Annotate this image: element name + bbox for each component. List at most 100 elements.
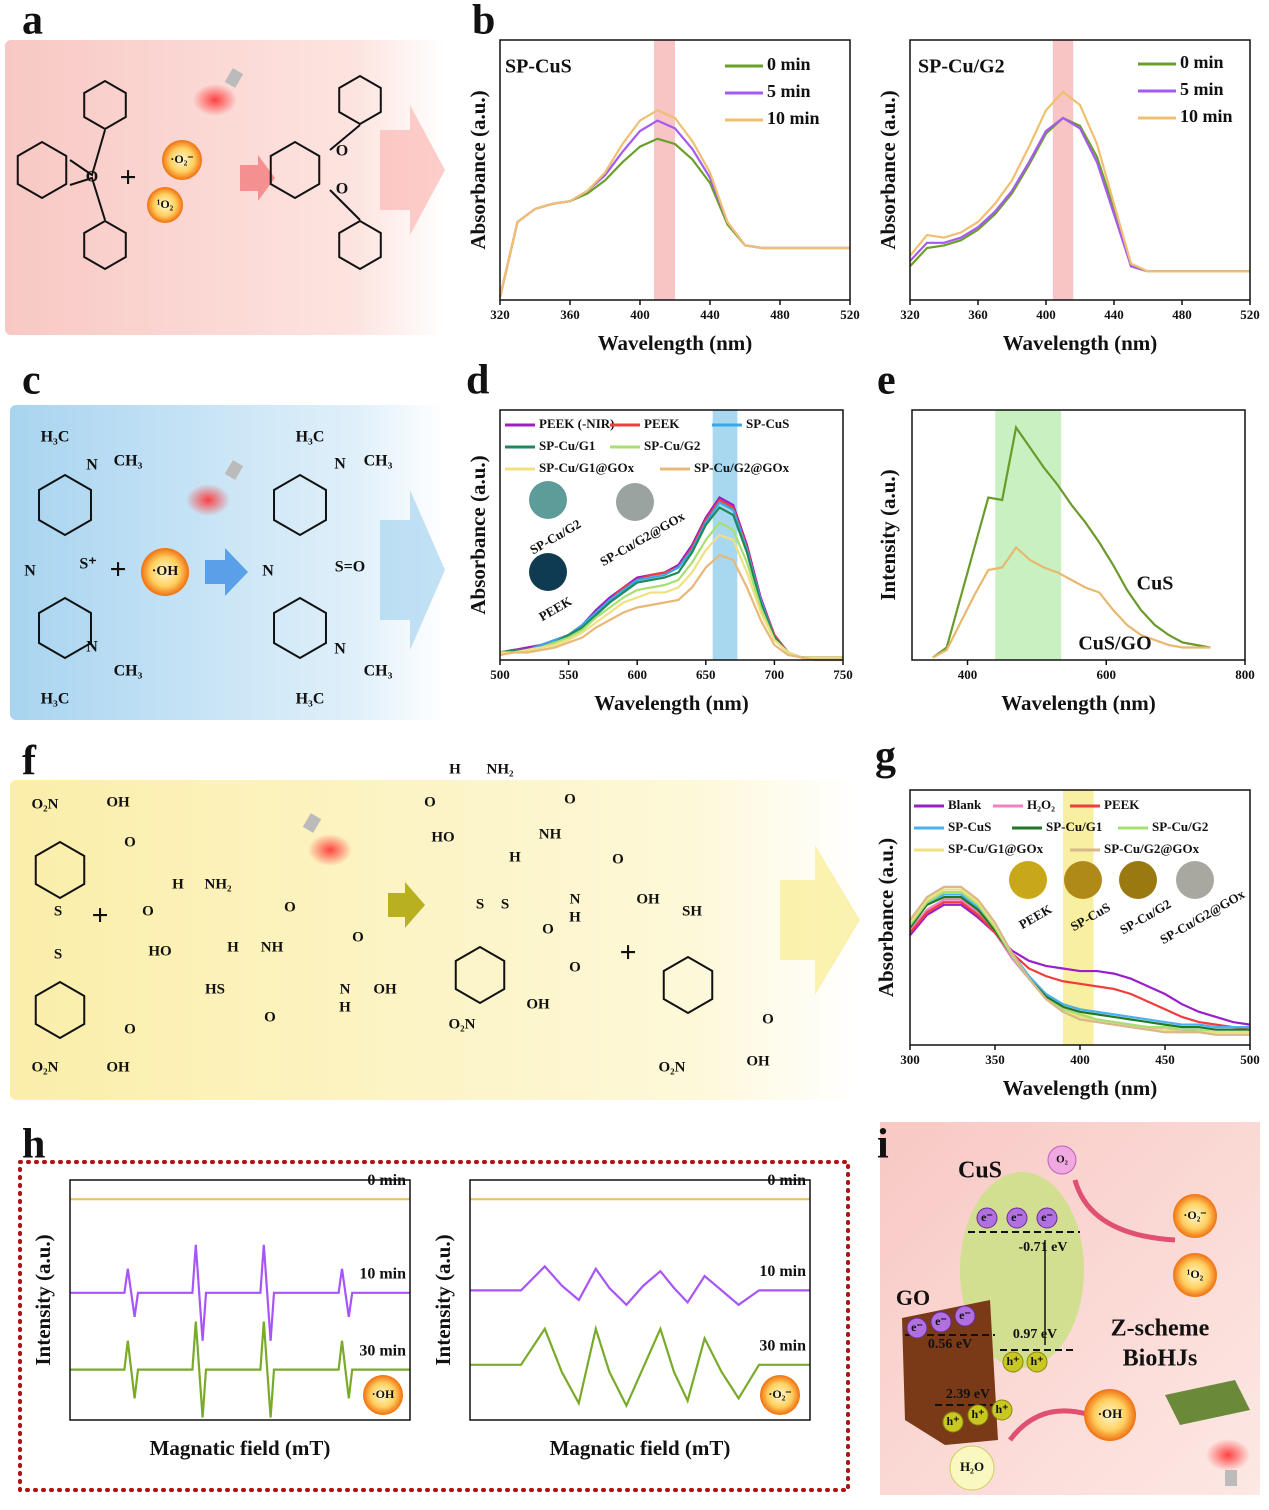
scheme-text: O₂ <box>1056 1154 1069 1166</box>
scheme-text: O <box>424 794 436 810</box>
x-tick-label: 600 <box>1097 667 1117 682</box>
fire <box>1173 1253 1217 1297</box>
scheme-text: OH <box>106 1059 130 1075</box>
inset-disc <box>1119 861 1157 899</box>
bond <box>69 176 106 221</box>
series-line <box>909 901 1251 1031</box>
axes-box <box>69 1179 411 1421</box>
inset-disc <box>529 553 567 591</box>
ring <box>662 955 714 1015</box>
series-line <box>70 1321 410 1418</box>
x-tick-label: 400 <box>958 667 978 682</box>
scheme-text: H <box>569 909 581 925</box>
scheme-text: H₃C <box>296 691 325 708</box>
panel-label: i <box>877 1122 889 1168</box>
scheme-text: O <box>569 959 581 975</box>
scheme-text: H₃C <box>296 429 325 446</box>
panel-label: h <box>22 1122 45 1168</box>
scheme-text: ¹O₂ <box>157 197 174 211</box>
axes-box <box>911 409 1246 661</box>
scheme-text: OH <box>636 891 660 907</box>
scheme-text: NH₂ <box>205 876 233 892</box>
x-tick-label: 480 <box>770 307 790 322</box>
ring <box>338 219 382 271</box>
legend-label: SP-Cu/G1 <box>1046 819 1102 834</box>
scheme-text: + <box>91 899 108 932</box>
scheme-text: O <box>86 169 98 186</box>
ring <box>16 140 68 200</box>
scheme-text: H <box>339 999 351 1015</box>
scheme-text: N <box>86 639 98 656</box>
x-tick-label: 400 <box>1036 307 1056 322</box>
arrow <box>240 155 275 201</box>
scheme-text: ·O₂⁻ <box>170 152 193 166</box>
electron <box>1006 1207 1028 1229</box>
scheme-text: H <box>172 876 184 892</box>
lamp <box>1225 1470 1237 1486</box>
fire <box>363 1375 403 1415</box>
legend-label: SP-Cu/G1@GOx <box>539 460 635 475</box>
scheme-text: OH <box>106 794 130 810</box>
scheme-text: S⁺ <box>79 556 96 573</box>
scheme-text: e⁻ <box>1011 1210 1023 1224</box>
panel-label: g <box>875 734 896 780</box>
fire <box>162 140 202 180</box>
series-line <box>909 890 1250 1034</box>
electron <box>1036 1207 1058 1229</box>
bond <box>69 129 106 177</box>
scheme-text: 0.56 eV <box>928 1337 972 1352</box>
scheme-text: H <box>509 849 521 865</box>
fire <box>1084 1389 1136 1441</box>
scheme-text: + <box>119 161 136 194</box>
series-line <box>470 1264 810 1307</box>
x-tick-label: 700 <box>765 667 785 682</box>
scheme-text: S=O <box>335 559 365 576</box>
x-tick-label: 450 <box>1155 1052 1175 1067</box>
arrow <box>388 882 425 928</box>
scheme-text: + <box>619 936 636 969</box>
scheme-text: O <box>336 181 348 198</box>
scheme-text: H <box>449 761 461 777</box>
x-tick-label: 350 <box>985 1052 1005 1067</box>
legend-label: 0 min <box>767 54 811 74</box>
hole <box>991 1399 1013 1421</box>
scheme-text: N <box>262 563 274 580</box>
scheme-text: e⁻ <box>981 1210 993 1224</box>
scheme-text: N <box>340 981 351 997</box>
panel-h-border <box>18 1160 850 1492</box>
scheme-text: SH <box>682 903 702 919</box>
legend-label: 10 min <box>1180 106 1233 126</box>
scheme-text: CH₃ <box>114 663 143 680</box>
scheme-text: O <box>124 834 136 850</box>
x-tick-label: 520 <box>1240 307 1260 322</box>
legend-label: PEEK <box>1104 797 1140 812</box>
scheme-text: ·OH <box>152 564 179 579</box>
scheme-text: O <box>142 903 154 919</box>
series-line <box>500 533 843 659</box>
x-tick-label: 320 <box>490 307 510 322</box>
x-axis-label: Magnatic field (mT) <box>550 1436 731 1460</box>
scheme-text: ·O₂⁻ <box>1183 1208 1206 1222</box>
scheme-text: NH₂ <box>487 761 515 777</box>
scheme-text: H <box>227 939 239 955</box>
y-axis-label: Intensity (a.u.) <box>431 1234 455 1365</box>
scheme-text: OH <box>746 1053 770 1069</box>
panel-label: b <box>472 0 495 44</box>
ring <box>83 79 127 131</box>
scheme-text: N <box>570 891 581 907</box>
ring <box>34 980 86 1040</box>
panel-f-bg <box>10 780 860 1100</box>
x-tick-label: 320 <box>900 307 920 322</box>
legend-label: SP-Cu/G2@GOx <box>1104 841 1200 856</box>
x-axis-label: Wavelength (nm) <box>1001 691 1156 715</box>
series-line <box>932 424 1211 659</box>
x-tick-label: 500 <box>1240 1052 1260 1067</box>
series-line <box>498 108 850 298</box>
scheme-text: 0.97 eV <box>1013 1327 1057 1342</box>
arrow <box>780 845 860 995</box>
inset-disc <box>616 483 654 521</box>
y-axis-label: Absorbance (a.u.) <box>466 90 490 249</box>
scheme-text: N <box>24 563 36 580</box>
inset-disc <box>1176 861 1214 899</box>
x-tick-label: 360 <box>560 307 580 322</box>
